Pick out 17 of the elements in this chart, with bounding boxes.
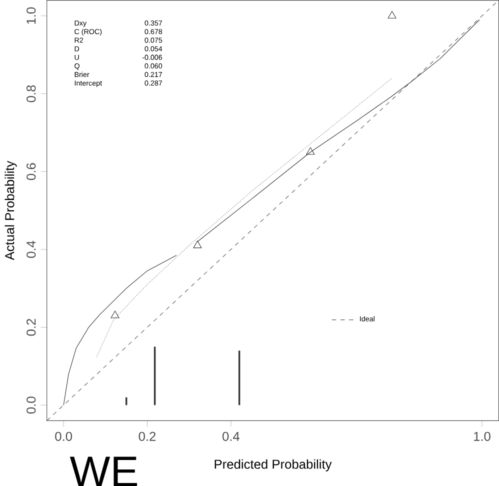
point (388, 10, 396, 18)
point (193, 240, 202, 248)
y-tick-label: 1.0 (26, 7, 36, 24)
point (110, 310, 120, 318)
y-tick-label: 0.6 (26, 163, 36, 180)
y-axis-title: Actual Probability (4, 160, 17, 260)
point (306, 147, 315, 155)
x-tick-label: 0.0 (55, 432, 72, 441)
x-axis-title: Predicted Probability (214, 459, 332, 472)
y-tick-label: 0.8 (26, 85, 36, 102)
y-tick-label: 0.0 (26, 396, 36, 414)
x-tick-label: 0.2 (138, 432, 156, 441)
y-tick-label: 0.2 (26, 318, 36, 336)
text: WE (70, 456, 137, 486)
x-tick-label: 0.4 (222, 432, 240, 441)
y-tick-label: 0.4 (26, 240, 36, 258)
x-tick-label: 1.0 (474, 432, 490, 441)
